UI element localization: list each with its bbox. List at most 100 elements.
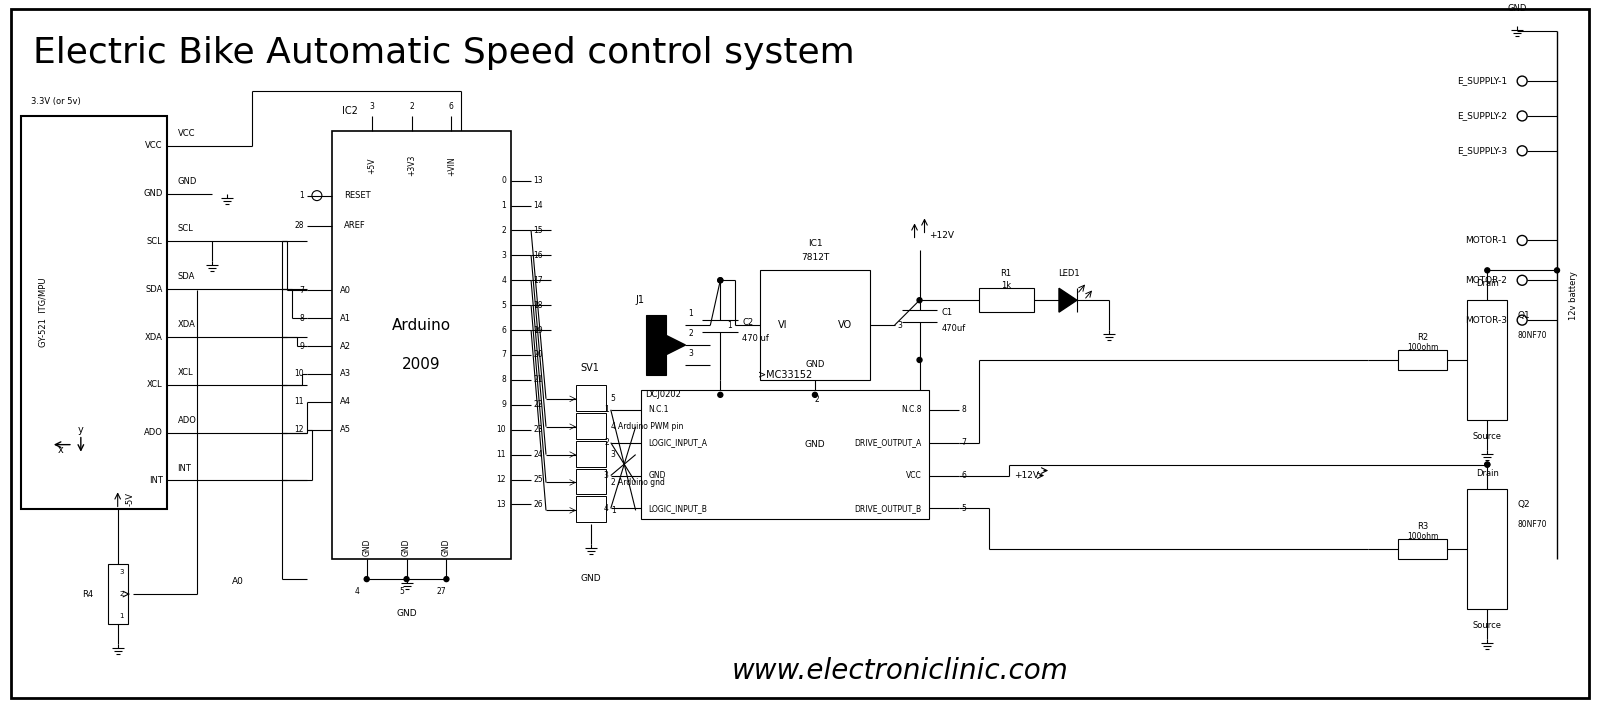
Text: 470uf: 470uf: [941, 324, 966, 332]
Text: XCL: XCL: [147, 380, 163, 390]
Text: 9: 9: [501, 400, 506, 409]
Text: ADO: ADO: [178, 416, 197, 425]
Circle shape: [443, 577, 450, 582]
Text: GND: GND: [805, 440, 826, 449]
Polygon shape: [666, 335, 685, 355]
Text: Source: Source: [1472, 621, 1502, 630]
Text: R3: R3: [1418, 522, 1429, 531]
Text: C2: C2: [742, 317, 754, 327]
Text: 80NF70: 80NF70: [1517, 331, 1547, 339]
Text: INT: INT: [178, 464, 192, 472]
Text: 6: 6: [501, 326, 506, 334]
Text: 2009: 2009: [402, 358, 442, 373]
Text: 5: 5: [398, 587, 405, 596]
Text: GY-521  ITG/MPU: GY-521 ITG/MPU: [38, 278, 48, 347]
Text: 20: 20: [533, 351, 542, 359]
Text: 12: 12: [496, 475, 506, 484]
Text: 5: 5: [962, 504, 966, 513]
Bar: [760, 270, 870, 380]
Circle shape: [718, 278, 723, 283]
Text: E_SUPPLY-1: E_SUPPLY-1: [1458, 76, 1507, 86]
Circle shape: [917, 298, 922, 303]
Text: 80NF70: 80NF70: [1517, 520, 1547, 529]
Text: 8: 8: [962, 405, 966, 414]
Text: INT: INT: [149, 476, 163, 485]
Text: 4: 4: [501, 276, 506, 285]
Bar: [1467, 300, 1507, 420]
Text: >MC33152: >MC33152: [758, 370, 813, 380]
Text: 13: 13: [496, 500, 506, 509]
Text: 6: 6: [450, 102, 454, 111]
Text: 3.3V (or 5v): 3.3V (or 5v): [30, 97, 80, 106]
Text: 1: 1: [501, 201, 506, 210]
Text: GND: GND: [362, 539, 371, 556]
Text: 7: 7: [962, 438, 966, 447]
Text: A3: A3: [339, 370, 350, 378]
Bar: [646, 315, 666, 375]
Text: 10: 10: [496, 425, 506, 434]
Text: 8: 8: [299, 314, 304, 322]
Text: 17: 17: [533, 276, 542, 285]
Text: A4: A4: [339, 397, 350, 407]
Text: 2: 2: [410, 102, 414, 111]
Text: 1: 1: [299, 191, 304, 200]
Text: A0: A0: [339, 286, 350, 295]
Bar: [107, 564, 128, 624]
Text: y: y: [78, 425, 83, 435]
Text: 25: 25: [533, 475, 542, 484]
Text: Drain: Drain: [1475, 469, 1499, 477]
Text: IC1: IC1: [808, 240, 822, 248]
Text: GND: GND: [402, 539, 411, 556]
Text: A1: A1: [339, 314, 350, 322]
Text: RESET: RESET: [344, 191, 371, 200]
Text: 10: 10: [294, 370, 304, 378]
Text: 22: 22: [533, 400, 542, 409]
Text: R1: R1: [1000, 269, 1011, 279]
Text: 3: 3: [603, 471, 608, 480]
Text: E_SUPPLY-2: E_SUPPLY-2: [1458, 112, 1507, 120]
Text: R2: R2: [1418, 333, 1429, 342]
Text: 2: 2: [120, 591, 125, 597]
Text: Arduino gnd: Arduino gnd: [618, 478, 664, 487]
Text: 2: 2: [814, 395, 819, 404]
Text: ADO: ADO: [144, 428, 163, 437]
Text: IC2: IC2: [342, 106, 358, 116]
Text: Source: Source: [1472, 432, 1502, 440]
Text: 100ohm: 100ohm: [1406, 532, 1438, 542]
Text: GND: GND: [442, 539, 451, 556]
Text: 1: 1: [728, 320, 733, 329]
Bar: [331, 131, 510, 559]
Bar: [21, 116, 168, 509]
Text: GND: GND: [1507, 4, 1526, 13]
Text: 6: 6: [962, 471, 966, 480]
Circle shape: [718, 392, 723, 397]
Text: LED1: LED1: [1058, 269, 1080, 279]
Bar: [576, 440, 606, 467]
Text: 12v battery: 12v battery: [1570, 271, 1578, 320]
Text: SV1: SV1: [581, 363, 600, 373]
Text: 2: 2: [501, 226, 506, 235]
Text: x: x: [58, 445, 64, 455]
Text: 21: 21: [533, 375, 542, 385]
Text: 3: 3: [611, 450, 616, 459]
Text: DCJ0202: DCJ0202: [646, 390, 682, 399]
Text: 2: 2: [611, 478, 616, 487]
Text: 7: 7: [299, 286, 304, 295]
Text: Drain: Drain: [1475, 279, 1499, 288]
Text: +12V: +12V: [1014, 471, 1038, 480]
Text: -5V: -5V: [126, 492, 134, 506]
Circle shape: [365, 577, 370, 582]
Circle shape: [718, 278, 723, 283]
Text: 23: 23: [533, 425, 542, 434]
Text: 1: 1: [120, 613, 125, 619]
Text: 15: 15: [533, 226, 542, 235]
Text: 11: 11: [496, 450, 506, 459]
Circle shape: [1555, 268, 1560, 273]
Text: 470 uf: 470 uf: [742, 334, 770, 343]
Text: GND: GND: [178, 177, 197, 186]
Text: GND: GND: [805, 361, 824, 370]
Text: SDA: SDA: [146, 285, 163, 293]
Text: 24: 24: [533, 450, 542, 459]
Text: LOGIC_INPUT_A: LOGIC_INPUT_A: [648, 438, 707, 447]
Text: 100ohm: 100ohm: [1406, 343, 1438, 352]
